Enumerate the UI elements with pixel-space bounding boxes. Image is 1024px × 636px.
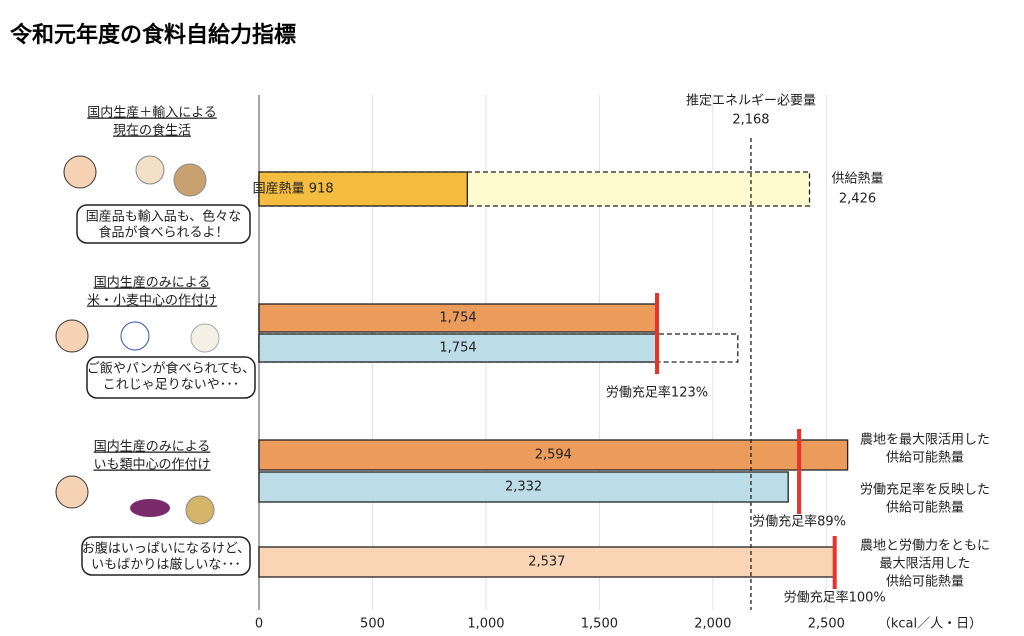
bar-value-label: 1,754 [439, 341, 476, 356]
side-label: 農地を最大限活用した [860, 433, 990, 448]
marker-label: 労働充足率100% [784, 590, 886, 606]
speech-text: お腹はいっぱいになるけど、 [82, 541, 250, 557]
group-label: 現在の食生活 [113, 123, 191, 139]
chart-title: 令和元年度の食料自給力指標 [10, 22, 296, 48]
bar [258, 439, 849, 471]
bar-value-label: 2,594 [535, 448, 572, 463]
group-label: 米・小麦中心の作付け [87, 294, 217, 309]
x-tick-label: 0 [255, 617, 263, 632]
group-label: いも類中心の作付け [93, 458, 210, 473]
group-label: 国内生産＋輸入による [87, 105, 217, 121]
bar-value-label: 2,332 [505, 480, 542, 495]
unit-label: （kcal／人・日） [878, 617, 982, 632]
speech-bubble [76, 204, 251, 244]
side-label: 最大限活用した [879, 557, 970, 572]
x-tick-label: 500 [360, 617, 385, 632]
reference-label: 推定エネルギー必要量 [686, 94, 816, 109]
bar-value-label: 2,537 [528, 555, 565, 570]
speech-bubble [81, 536, 251, 576]
x-tick-label: 1,500 [581, 617, 618, 632]
marker-label: 労働充足率123% [606, 385, 708, 401]
x-tick-label: 2,500 [808, 617, 845, 632]
bar-value-label: 国産熱量 918 [253, 181, 334, 197]
illustrations [55, 155, 220, 525]
side-label: 供給可能熱量 [886, 575, 964, 590]
group-label: 国内生産のみによる [94, 439, 211, 455]
speech-bubble [86, 356, 256, 399]
side-label: 農地と労働力をともに [860, 539, 990, 554]
group-label: 国内生産のみによる [94, 275, 211, 291]
x-tick-label: 2,000 [694, 617, 731, 632]
bar [258, 471, 789, 503]
reference-value: 2,168 [732, 113, 769, 128]
speech-text: ご飯やパンが食べられても、 [87, 361, 255, 377]
speech-text: これじゃ足りないや･･･ [103, 378, 240, 393]
bar-caption: 供給熱量 [832, 172, 884, 187]
speech-text: 国産品も輸入品も、色々な [86, 209, 242, 225]
side-label: 供給可能熱量 [886, 451, 964, 466]
x-tick-label: 1,000 [467, 617, 504, 632]
side-label: 供給可能熱量 [886, 501, 964, 516]
speech-text: 食品が食べられるよ！ [98, 225, 228, 241]
bar [258, 171, 468, 207]
marker-label: 労働充足率89% [752, 514, 846, 530]
side-label: 労働充足率を反映した [860, 482, 990, 498]
bar-value-label: 2,426 [839, 192, 876, 207]
speech-text: いもばかりは厳しいな･･･ [91, 558, 241, 573]
bar-value-label: 1,754 [439, 311, 476, 326]
